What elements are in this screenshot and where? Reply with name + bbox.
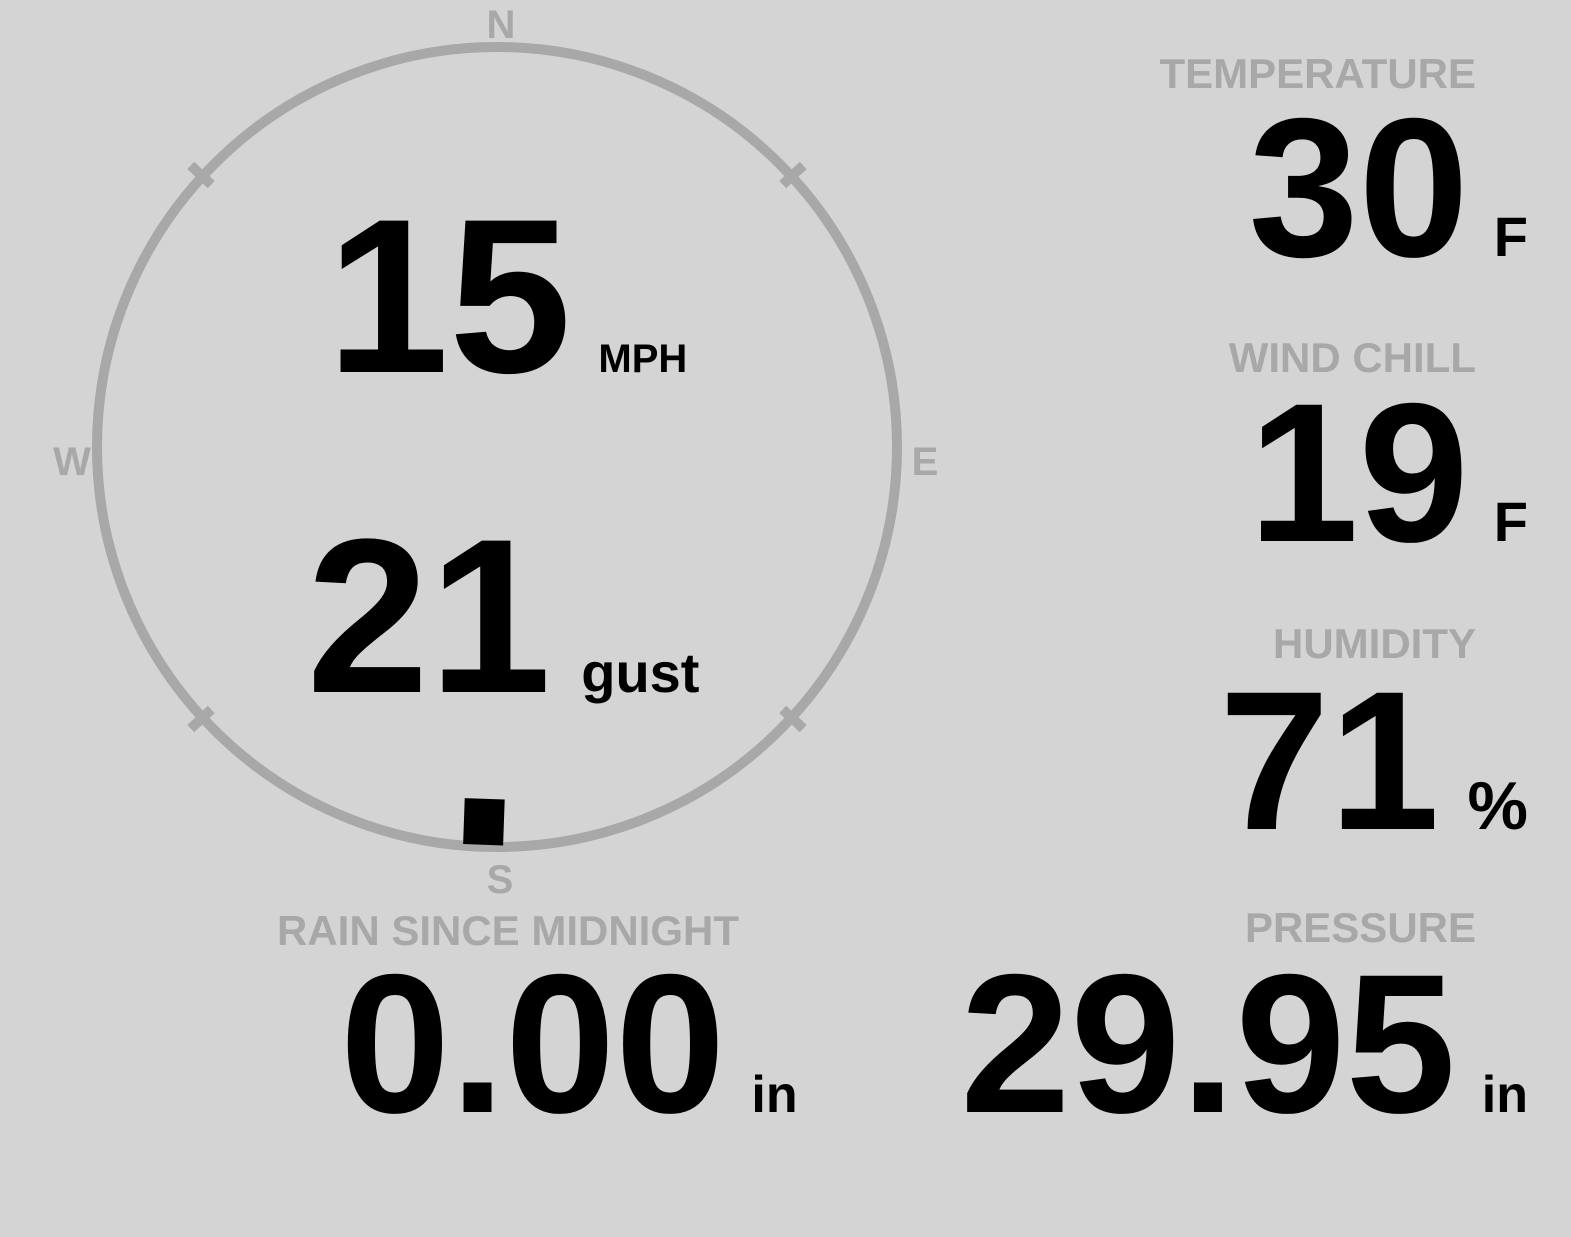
wind-speed-value: 15 xyxy=(326,173,572,419)
metric-wind-chill[interactable]: WIND CHILL 19 F xyxy=(1008,325,1528,575)
metric-wind-chill-value-row: 19 F xyxy=(1249,374,1528,572)
metric-temperature-unit: F xyxy=(1493,205,1528,268)
metric-humidity-label: HUMIDITY xyxy=(1273,620,1476,667)
metric-pressure-unit: in xyxy=(1481,1066,1528,1124)
compass-label-east: E xyxy=(911,440,939,484)
metric-temperature-value-row: 30 F xyxy=(1249,89,1528,287)
metric-rain-label: RAIN SINCE MIDNIGHT xyxy=(277,907,739,954)
compass-label-south: S xyxy=(486,858,514,902)
metric-rain-since-midnight[interactable]: RAIN SINCE MIDNIGHT 0.00 in xyxy=(180,895,860,1143)
metric-humidity[interactable]: HUMIDITY 71 % xyxy=(1008,610,1528,860)
metric-wind-chill-label: WIND CHILL xyxy=(1228,334,1476,381)
metric-pressure-value: 29.95 xyxy=(960,933,1456,1154)
wind-compass[interactable]: N E S W 15 MPH 21 gust xyxy=(0,0,960,910)
wind-gust-row: 21 gust xyxy=(307,506,700,726)
metric-temperature-label: TEMPERATURE xyxy=(1159,50,1476,97)
metric-wind-chill-unit: F xyxy=(1493,490,1528,553)
metric-humidity-value: 71 xyxy=(1219,650,1440,871)
metric-pressure[interactable]: PRESSURE 29.95 in xyxy=(908,895,1528,1143)
compass-ring xyxy=(92,42,902,852)
wind-speed-unit: MPH xyxy=(598,337,688,381)
wind-gust-value: 21 xyxy=(306,493,552,739)
wind-gust-unit: gust xyxy=(581,641,700,704)
wind-direction-marker xyxy=(463,798,505,846)
metric-humidity-unit: % xyxy=(1467,768,1528,844)
metric-pressure-label: PRESSURE xyxy=(1244,904,1476,951)
compass-label-west: W xyxy=(53,440,91,484)
metric-rain-value: 0.00 xyxy=(340,933,726,1154)
metric-temperature-value: 30 xyxy=(1248,77,1469,298)
metric-pressure-value-row: 29.95 in xyxy=(960,945,1528,1143)
metric-rain-value-row: 0.00 in xyxy=(340,945,798,1143)
metric-temperature[interactable]: TEMPERATURE 30 F xyxy=(1008,40,1528,290)
metric-wind-chill-value: 19 xyxy=(1248,362,1469,583)
compass-label-north: N xyxy=(486,3,516,47)
metric-humidity-value-row: 71 % xyxy=(1219,662,1528,860)
metric-rain-unit: in xyxy=(751,1066,798,1124)
wind-speed-row: 15 MPH xyxy=(327,186,688,406)
